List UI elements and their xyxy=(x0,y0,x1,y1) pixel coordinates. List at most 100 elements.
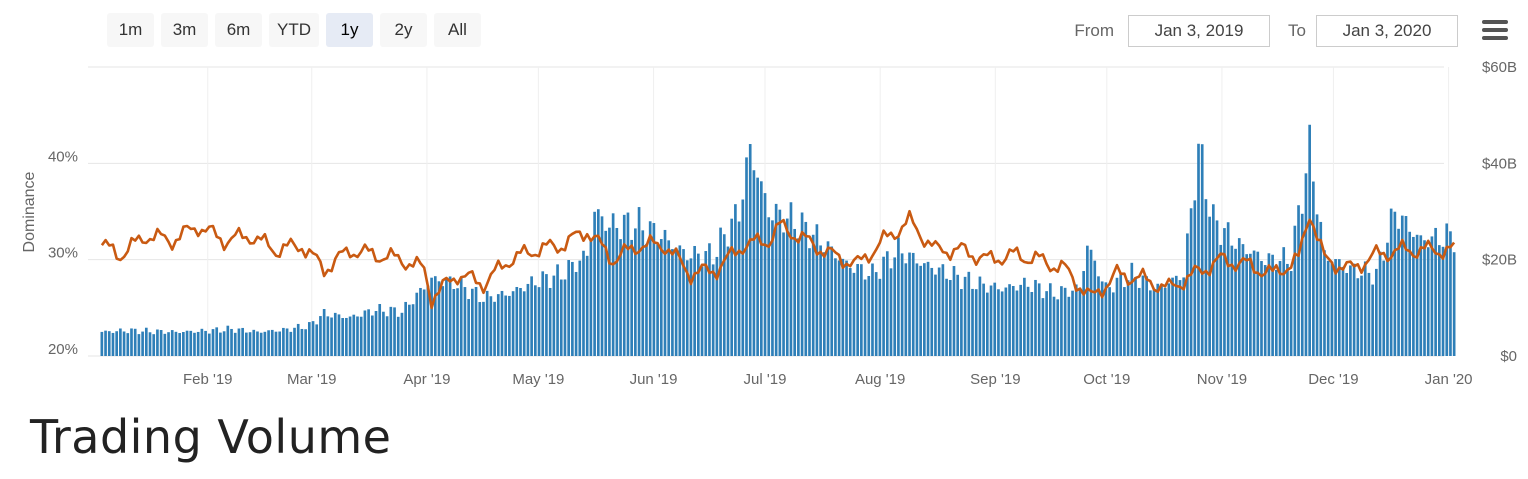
range-button-1m[interactable]: 1m xyxy=(107,13,154,47)
volume-bar xyxy=(608,227,611,356)
volume-bar xyxy=(752,170,756,356)
volume-bar xyxy=(934,274,937,356)
volume-bar xyxy=(1026,286,1030,356)
volume-bar xyxy=(419,287,422,356)
volume-bar xyxy=(778,209,782,356)
volume-bar xyxy=(363,310,367,356)
volume-bar xyxy=(808,248,811,356)
volume-bar xyxy=(626,212,630,356)
from-date-input[interactable] xyxy=(1128,15,1271,47)
volume-bar xyxy=(1197,143,1200,356)
volume-bar xyxy=(1426,247,1430,356)
volume-bar xyxy=(237,328,241,356)
volume-bar xyxy=(1286,263,1289,356)
volume-bar xyxy=(1363,261,1367,356)
volume-bar xyxy=(326,316,330,356)
volume-bar xyxy=(897,237,900,356)
volume-bar xyxy=(1067,296,1071,356)
volume-bar xyxy=(115,331,119,356)
volume-bar xyxy=(1237,238,1241,356)
volume-bar xyxy=(789,202,793,356)
volume-bar xyxy=(274,331,278,356)
volume-bar xyxy=(1186,233,1189,356)
volume-bar xyxy=(193,332,196,356)
to-date-input[interactable] xyxy=(1316,15,1458,47)
volume-bar xyxy=(1241,244,1245,356)
volume-bar xyxy=(1160,285,1163,356)
volume-bar xyxy=(526,283,530,356)
volume-bar xyxy=(174,331,178,356)
volume-bar xyxy=(1323,250,1326,356)
volume-bar xyxy=(1219,244,1223,356)
right-tick-label: $20B xyxy=(1482,252,1517,269)
volume-bar xyxy=(471,288,474,356)
volume-bar xyxy=(582,250,585,356)
volume-bar xyxy=(834,258,837,356)
volume-bar xyxy=(156,329,159,356)
volume-bar xyxy=(960,289,963,356)
volume-bar xyxy=(496,294,500,356)
volume-bar xyxy=(1071,290,1074,356)
volume-bar xyxy=(1171,277,1174,356)
volume-bar xyxy=(267,330,270,356)
volume-bar xyxy=(385,316,389,356)
range-button-6m[interactable]: 6m xyxy=(215,13,262,47)
volume-bar xyxy=(511,291,515,356)
volume-bar xyxy=(689,258,693,356)
volume-bar xyxy=(1449,231,1452,356)
volume-bar xyxy=(878,278,882,356)
range-button-3m[interactable]: 3m xyxy=(161,13,208,47)
range-button-all[interactable]: All xyxy=(434,13,481,47)
range-button-2y[interactable]: 2y xyxy=(380,13,427,47)
volume-bar xyxy=(1126,280,1130,356)
volume-bar xyxy=(567,260,571,356)
volume-bar xyxy=(122,331,126,356)
volume-bar xyxy=(556,264,559,356)
volume-bar xyxy=(330,317,333,356)
volume-bar xyxy=(1289,271,1293,356)
volume-bar xyxy=(437,281,441,356)
volume-bar xyxy=(441,286,445,356)
volume-bar xyxy=(1345,272,1349,356)
volume-bar xyxy=(500,290,504,356)
volume-bar xyxy=(408,304,411,356)
volume-bar xyxy=(1123,287,1126,356)
range-button-1y[interactable]: 1y xyxy=(326,13,373,47)
volume-bar xyxy=(615,227,619,356)
hamburger-menu-icon[interactable] xyxy=(1482,20,1508,42)
volume-bar xyxy=(493,301,496,356)
volume-bar xyxy=(1130,262,1134,356)
volume-bar xyxy=(1048,283,1052,356)
volume-bar xyxy=(1404,216,1408,356)
volume-bar xyxy=(756,177,759,356)
volume-bar xyxy=(578,260,582,356)
volume-bar xyxy=(1434,227,1437,356)
x-tick-label: Sep '19 xyxy=(970,371,1020,388)
x-tick-label: Feb '19 xyxy=(183,371,233,388)
volume-bar xyxy=(1304,173,1308,356)
volume-bar xyxy=(456,288,459,356)
volume-bar xyxy=(1234,248,1237,356)
volume-bar xyxy=(1156,283,1160,356)
volume-bar xyxy=(885,251,889,356)
volume-bar xyxy=(433,276,437,356)
volume-bar xyxy=(1282,247,1286,356)
volume-bar xyxy=(430,277,433,356)
volume-bar xyxy=(871,263,874,356)
volume-bar xyxy=(845,260,848,356)
range-button-ytd[interactable]: YTD xyxy=(269,13,319,47)
volume-bar xyxy=(860,264,863,356)
to-label: To xyxy=(1288,21,1306,40)
volume-bar xyxy=(748,144,752,356)
volume-bar xyxy=(993,282,997,356)
left-tick-label: 30% xyxy=(48,245,78,262)
volume-bar xyxy=(804,221,808,356)
volume-bar xyxy=(370,315,374,356)
volume-bar xyxy=(919,265,922,356)
volume-bar xyxy=(352,314,356,356)
volume-bar xyxy=(882,256,885,356)
volume-bar xyxy=(923,263,926,356)
volume-bar xyxy=(589,238,593,356)
volume-bar xyxy=(374,311,378,356)
volume-bar xyxy=(104,330,107,356)
